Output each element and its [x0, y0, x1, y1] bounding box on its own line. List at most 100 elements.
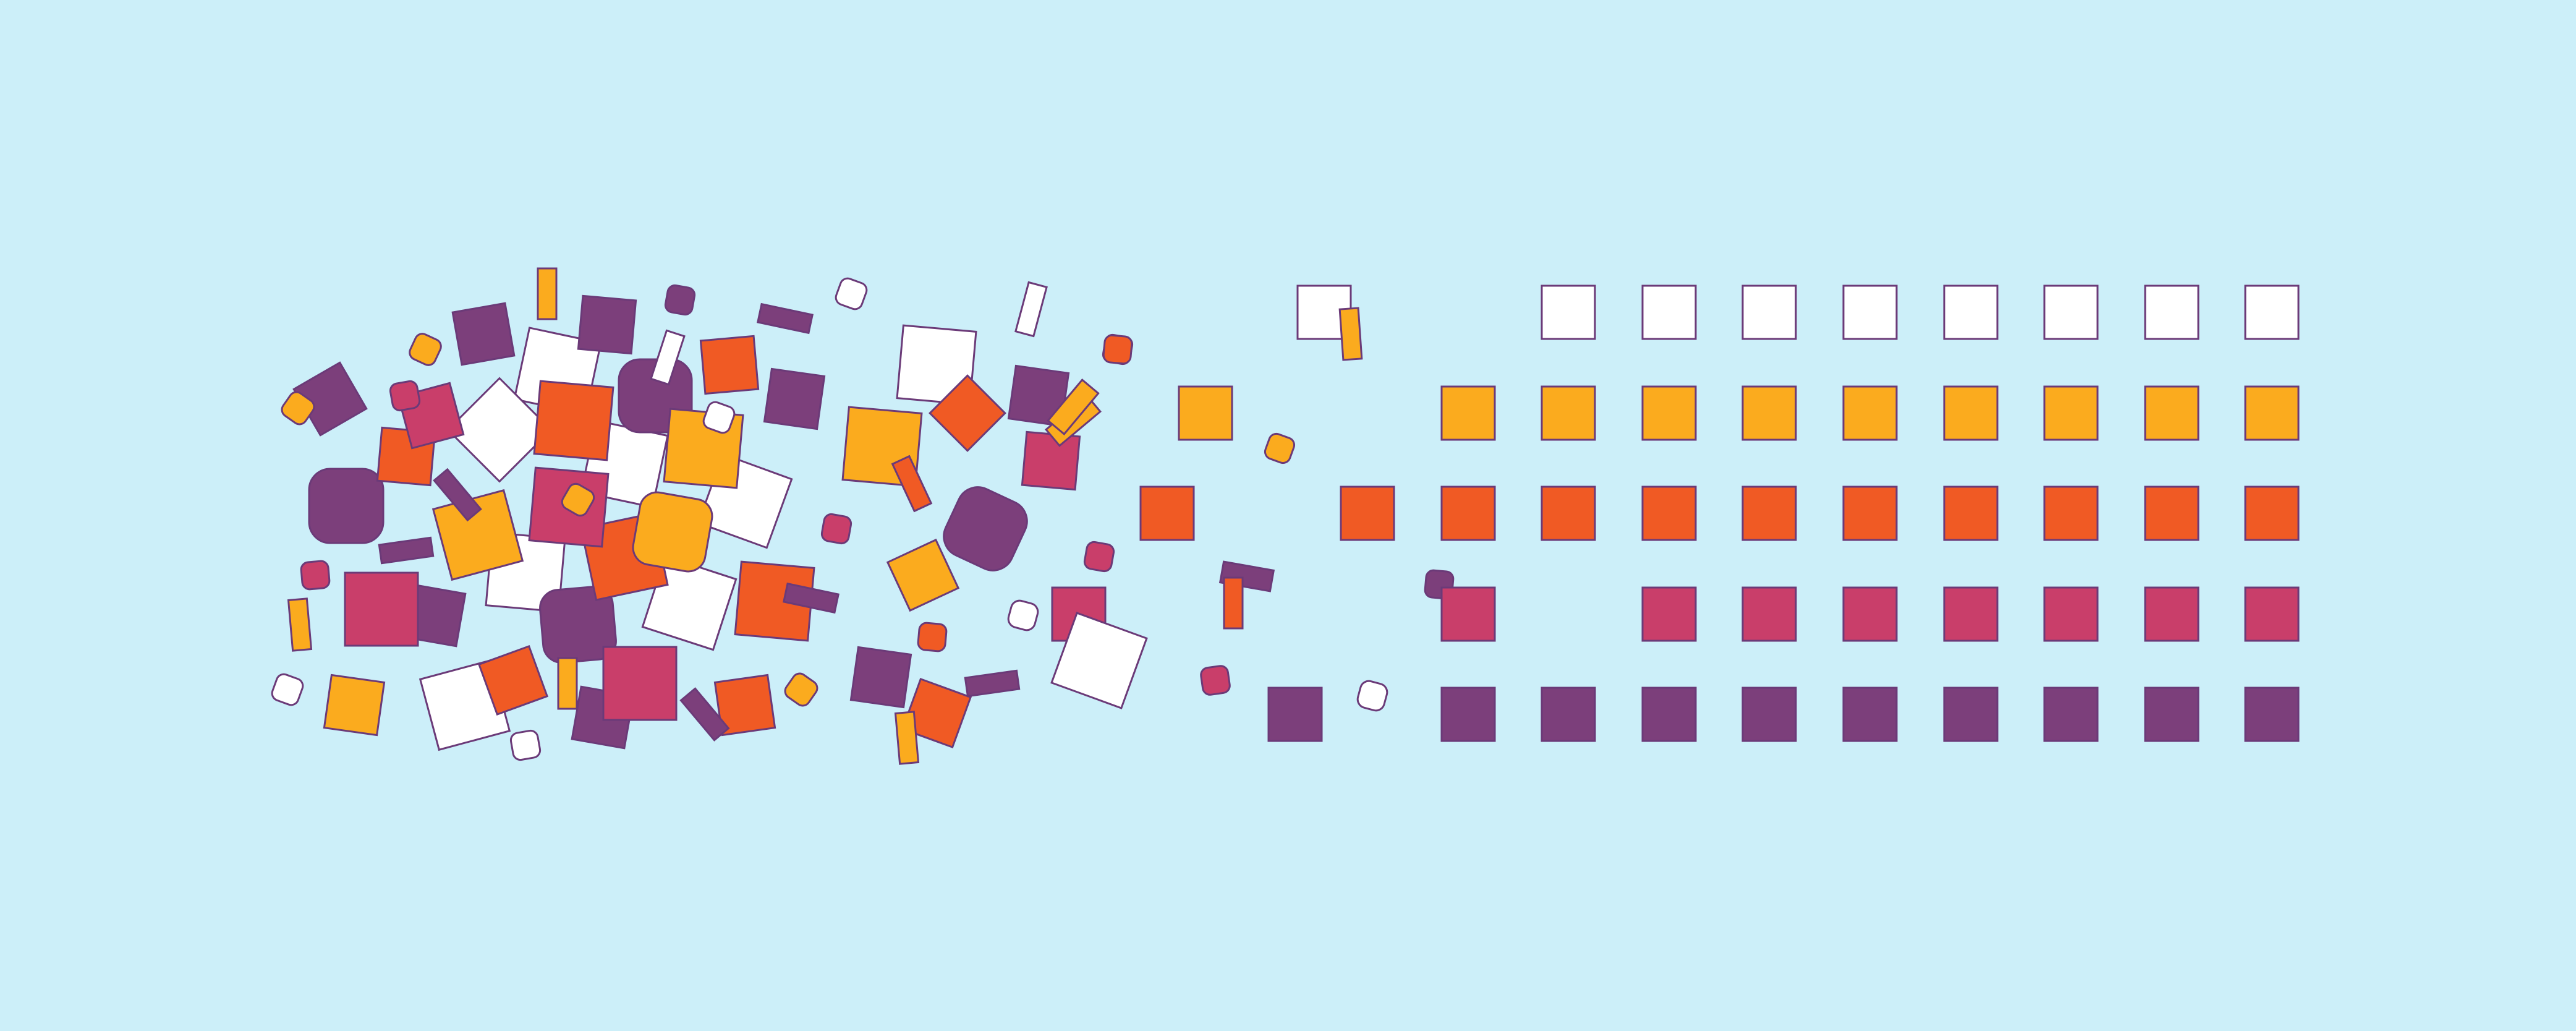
scattered-white-square — [1014, 281, 1048, 338]
grid-square-yellow — [1641, 385, 1697, 441]
grid-square-pink — [1440, 586, 1496, 642]
scattered-orange-square — [891, 455, 933, 513]
scattered-pink-square — [820, 513, 852, 545]
grid-square-pink — [1641, 586, 1697, 642]
transition-yellow-square — [1264, 432, 1296, 464]
transition-white-square — [1356, 680, 1388, 712]
scattered-purple-square — [849, 646, 912, 709]
transition-yellow-square — [1178, 385, 1233, 441]
scattered-white-square — [835, 277, 868, 310]
scattered-white-square — [509, 729, 542, 761]
scattered-purple-square — [757, 302, 814, 335]
scattered-pink-square — [389, 380, 421, 412]
scattered-orange-square — [917, 622, 948, 652]
transition-white-square — [1050, 612, 1148, 709]
scattered-yellow-square — [287, 597, 313, 652]
scattered-purple-square — [577, 294, 637, 355]
grid-square-purple — [1541, 687, 1596, 742]
transition-pink-square — [1083, 541, 1115, 573]
grid-square-pink — [2244, 586, 2300, 642]
grid-square-white — [2043, 284, 2099, 340]
grid-square-pink — [1842, 586, 1898, 642]
scattered-purple-square — [664, 284, 696, 316]
transition-orange-square — [1139, 486, 1195, 541]
grid-square-yellow — [1440, 385, 1496, 441]
scattered-yellow-square — [323, 674, 386, 737]
scattered-purple-square — [378, 536, 435, 565]
scattered-white-square — [702, 401, 736, 434]
grid-square-orange — [1641, 486, 1697, 541]
grid-square-yellow — [1741, 385, 1797, 441]
grid-square-pink — [2144, 586, 2200, 642]
scattered-purple-square — [433, 468, 482, 522]
scattered-yellow-square — [409, 333, 442, 366]
grid-square-purple — [1741, 687, 1797, 742]
scattered-squares-cluster — [271, 267, 1134, 765]
scattered-white-square — [271, 673, 304, 706]
grid-square-orange — [1440, 486, 1496, 541]
scattered-purple-square — [763, 367, 826, 430]
transition-yellow-square — [1338, 307, 1363, 361]
scattered-yellow-square — [557, 657, 578, 710]
scattered-pink-square — [344, 571, 419, 647]
scattered-orange-square — [699, 335, 760, 395]
transition-orange-square — [1102, 334, 1133, 365]
transition-orange-square — [1340, 486, 1395, 541]
scattered-purple-square — [964, 669, 1021, 698]
grid-square-white — [1842, 284, 1898, 340]
transition-orange-square — [1223, 576, 1244, 630]
grid-square-orange — [1541, 486, 1596, 541]
grid-square-orange — [1943, 486, 1999, 541]
grid-square-pink — [1943, 586, 1999, 642]
grid-square-yellow — [1541, 385, 1596, 441]
grid-square-white — [1641, 284, 1697, 340]
grid-square-purple — [2244, 687, 2300, 742]
grid-square-orange — [1842, 486, 1898, 541]
grid-square-yellow — [2043, 385, 2099, 441]
scattered-purple-square — [943, 486, 1028, 571]
grid-square-yellow — [2144, 385, 2200, 441]
scattered-white-square — [650, 329, 686, 386]
grid-square-purple — [2043, 687, 2099, 742]
grid-square-white — [2244, 284, 2300, 340]
grid-square-purple — [2144, 687, 2200, 742]
grid-square-white — [1541, 284, 1596, 340]
grid-square-orange — [2144, 486, 2200, 541]
scattered-yellow-square — [561, 482, 595, 517]
grid-square-white — [2144, 284, 2200, 340]
scattered-yellow-square — [894, 711, 920, 765]
scattered-pink-square — [300, 560, 331, 591]
grid-square-purple — [1641, 687, 1697, 742]
transition-yellow-square — [1047, 379, 1100, 435]
ordered-squares-grid — [1440, 284, 2300, 742]
transition-purple-square — [1267, 687, 1323, 742]
scattered-orange-square — [713, 674, 776, 737]
transition-white-square — [1007, 599, 1039, 631]
grid-square-purple — [1440, 687, 1496, 742]
scattered-pink-square — [602, 646, 678, 721]
grid-square-white — [1943, 284, 1999, 340]
scattered-orange-square — [533, 380, 614, 461]
scattered-purple-square — [783, 582, 840, 614]
scattered-yellow-square — [281, 391, 315, 426]
grid-square-white — [1741, 284, 1797, 340]
scattered-white-square — [896, 324, 977, 406]
grid-square-orange — [1741, 486, 1797, 541]
grid-square-pink — [1741, 586, 1797, 642]
scattered-yellow-square — [537, 267, 558, 320]
transition-squares — [1007, 284, 1455, 742]
scattered-purple-square — [679, 687, 730, 742]
scattered-purple-square — [539, 586, 617, 664]
scattered-purple-square — [451, 302, 516, 366]
grid-square-purple — [1842, 687, 1898, 742]
scattered-orange-square — [929, 374, 1006, 452]
scattered-pink-square — [1021, 430, 1081, 491]
grid-square-purple — [1943, 687, 1999, 742]
scattered-yellow-square — [886, 538, 960, 612]
scattered-orange-square — [901, 677, 972, 749]
grid-square-yellow — [1943, 385, 1999, 441]
scattered-orange-square — [477, 644, 549, 716]
grid-square-orange — [2244, 486, 2300, 541]
grid-square-yellow — [2244, 385, 2300, 441]
